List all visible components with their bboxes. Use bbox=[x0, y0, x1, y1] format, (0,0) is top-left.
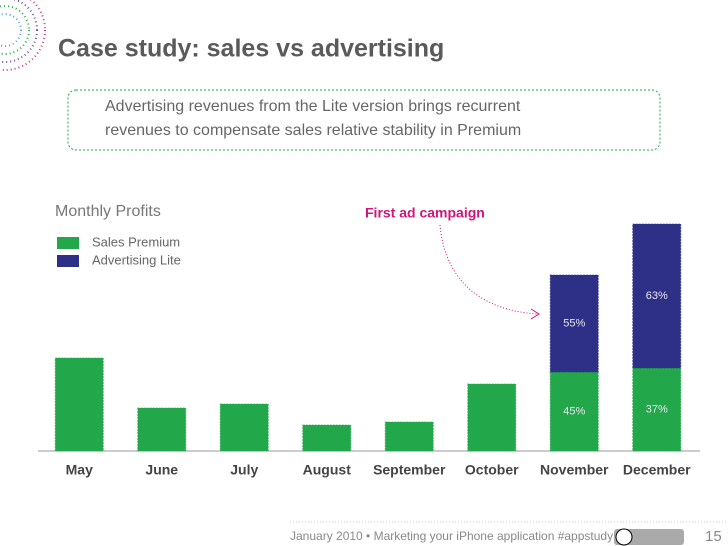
x-tick-label: June bbox=[145, 462, 178, 478]
x-tick-label: December bbox=[623, 462, 691, 478]
x-tick-label: May bbox=[66, 462, 93, 478]
license-icon bbox=[614, 528, 684, 546]
x-tick-label: August bbox=[303, 462, 352, 478]
x-tick-label: July bbox=[230, 462, 258, 478]
annotation: First ad campaign bbox=[365, 205, 485, 221]
callout-line: revenues to compensate sales relative st… bbox=[105, 122, 521, 139]
legend-swatch bbox=[57, 255, 79, 267]
segment-label: 63% bbox=[646, 290, 668, 302]
segment-label: 45% bbox=[563, 405, 585, 417]
bar-segment bbox=[219, 403, 269, 452]
legend-label: Advertising Lite bbox=[92, 252, 181, 267]
bar-segment bbox=[137, 407, 187, 452]
annotation-arrow bbox=[439, 224, 538, 315]
decoration bbox=[0, 0, 46, 71]
bar-segment bbox=[632, 367, 682, 452]
footer: January 2010 • Marketing your iPhone app… bbox=[290, 529, 621, 543]
callout-line: Advertising revenues from the Lite versi… bbox=[105, 98, 521, 115]
segment-label: 55% bbox=[563, 317, 585, 329]
bar-segment bbox=[467, 383, 517, 452]
slide-title: Case study: sales vs advertising bbox=[58, 35, 444, 63]
bar-segment bbox=[302, 424, 352, 452]
callout-box bbox=[67, 89, 661, 151]
bar-segment bbox=[632, 223, 682, 369]
bar-segment bbox=[384, 421, 434, 452]
segment-label: 37% bbox=[646, 403, 668, 415]
annotation-arrow-head bbox=[530, 308, 540, 320]
bar-segment bbox=[549, 371, 599, 452]
x-tick-label: October bbox=[465, 462, 519, 478]
chart-title: Monthly Profits bbox=[55, 203, 161, 220]
page-number: 15 bbox=[705, 528, 722, 545]
legend-swatch bbox=[57, 237, 79, 249]
bar-segment bbox=[54, 357, 104, 452]
x-tick-label: November bbox=[540, 462, 609, 478]
bar-segment bbox=[549, 274, 599, 373]
x-tick-label: September bbox=[373, 462, 446, 478]
legend-label: Sales Premium bbox=[92, 234, 180, 249]
